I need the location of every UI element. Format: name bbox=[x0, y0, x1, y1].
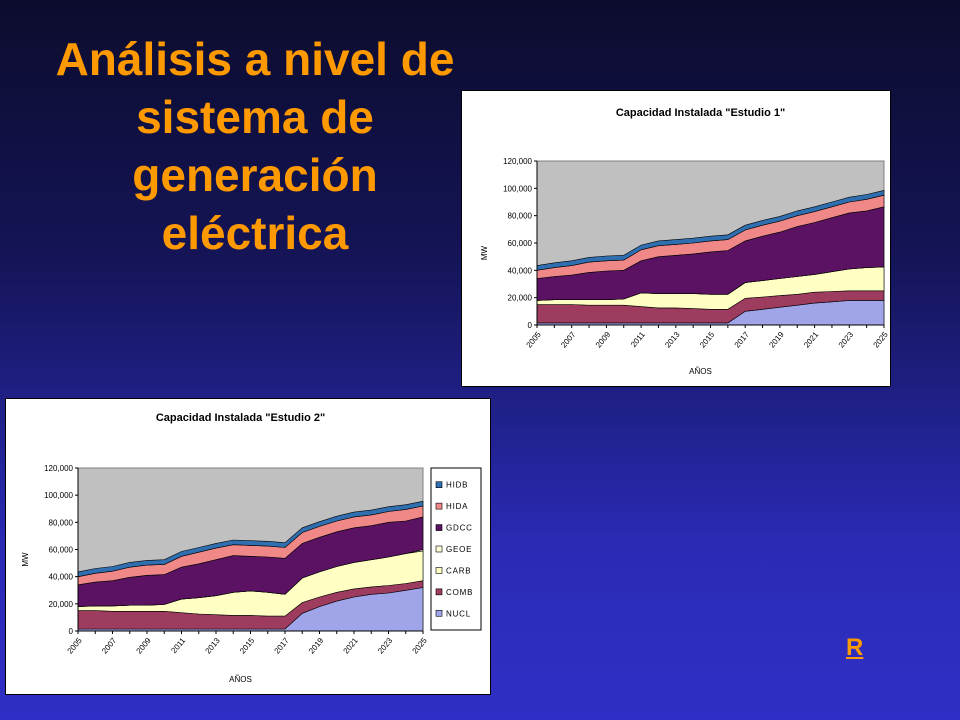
x-tick-label: 2023 bbox=[376, 636, 395, 656]
x-tick-label: 2013 bbox=[203, 636, 222, 656]
y-axis-label: MW bbox=[21, 552, 30, 567]
y-tick-label: 20,000 bbox=[49, 600, 74, 609]
title-line-1: Análisis a nivel de bbox=[55, 33, 455, 85]
legend-label-gdcc: GDCC bbox=[446, 524, 473, 533]
chart-svg: Capacidad Instalada "Estudio 2" 0 20,000 40… bbox=[21, 412, 482, 684]
area-series-hidb bbox=[536, 190, 885, 271]
y-tick-label: 40,000 bbox=[508, 266, 533, 275]
y-tick-label: 120,000 bbox=[503, 157, 532, 166]
chart-svg: Capacidad Instalada "Estudio 1" 0 20,000 40… bbox=[480, 107, 890, 376]
y-tick-label: 60,000 bbox=[508, 239, 533, 248]
chart-estudio-2: Capacidad Instalada "Estudio 1" 0 20,000 40… bbox=[461, 90, 891, 387]
x-tick-label: 2009 bbox=[594, 330, 613, 350]
legend-swatch-comb bbox=[435, 588, 443, 596]
x-tick-label: 2019 bbox=[767, 330, 786, 350]
chart-title: Capacidad Instalada "Estudio 1" bbox=[616, 107, 785, 119]
title-line-2: sistema de bbox=[136, 91, 374, 143]
chart-estudio-1: Capacidad Instalada "Estudio 2" 0 20,000 40… bbox=[5, 398, 491, 695]
title-line-3: generación bbox=[132, 149, 378, 201]
y-tick-label: 80,000 bbox=[49, 518, 74, 527]
x-tick-label: 2015 bbox=[698, 330, 717, 350]
x-tick-label: 2017 bbox=[272, 636, 291, 656]
y-tick-label: 60,000 bbox=[49, 546, 74, 555]
x-axis-label: AÑOS bbox=[229, 675, 252, 684]
legend-swatch-nucl bbox=[435, 609, 443, 617]
x-tick-label: 2011 bbox=[629, 330, 647, 349]
x-tick-label: 2025 bbox=[871, 330, 890, 350]
legend-swatch-geoe bbox=[435, 545, 443, 553]
x-tick-label: 2015 bbox=[238, 636, 257, 656]
x-tick-label: 2013 bbox=[663, 330, 682, 350]
x-tick-label: 2005 bbox=[524, 330, 543, 350]
legend-label-hidb: HIDB bbox=[446, 481, 468, 490]
y-tick-label: 80,000 bbox=[508, 212, 533, 221]
legend-label-comb: COMB bbox=[446, 588, 473, 597]
x-tick-label: 2007 bbox=[559, 330, 578, 350]
legend-label-geoe: GEOE bbox=[446, 545, 472, 554]
area-series-hidb bbox=[77, 500, 424, 578]
y-tick-label: 100,000 bbox=[44, 491, 73, 500]
x-tick-label: 2007 bbox=[100, 636, 119, 656]
title-line-4: eléctrica bbox=[161, 207, 349, 259]
x-tick-label: 2009 bbox=[134, 636, 153, 656]
legend-swatch-hidb bbox=[435, 481, 443, 489]
legend-label-hida: HIDA bbox=[446, 502, 468, 511]
r-link[interactable]: R bbox=[846, 634, 864, 661]
x-tick-label: 2021 bbox=[802, 330, 821, 350]
y-tick-label: 120,000 bbox=[44, 464, 73, 473]
x-tick-label: 2023 bbox=[837, 330, 856, 350]
y-tick-label: 100,000 bbox=[503, 184, 532, 193]
slide-title: Análisis a nivel de sistema de generació… bbox=[20, 30, 490, 262]
x-tick-label: 2021 bbox=[341, 636, 360, 656]
y-axis-label: MW bbox=[480, 245, 489, 260]
y-tick-label: 20,000 bbox=[508, 294, 533, 303]
x-axis-label: AÑOS bbox=[689, 367, 712, 376]
legend-label-carb: CARB bbox=[446, 566, 471, 575]
y-tick-label: 0 bbox=[69, 627, 74, 636]
y-tick-label: 40,000 bbox=[49, 573, 74, 582]
legend-label-nucl: NUCL bbox=[446, 609, 471, 618]
legend-swatch-gdcc bbox=[435, 524, 443, 531]
x-tick-label: 2005 bbox=[65, 636, 84, 656]
legend-swatch-carb bbox=[435, 567, 443, 574]
x-tick-label: 2025 bbox=[410, 636, 429, 656]
x-tick-label: 2011 bbox=[169, 636, 187, 655]
chart-title: Capacidad Instalada "Estudio 2" bbox=[156, 412, 325, 424]
legend-swatch-hida bbox=[435, 502, 443, 510]
x-tick-label: 2019 bbox=[307, 636, 326, 656]
y-tick-label: 0 bbox=[528, 321, 533, 330]
x-tick-label: 2017 bbox=[733, 330, 752, 350]
